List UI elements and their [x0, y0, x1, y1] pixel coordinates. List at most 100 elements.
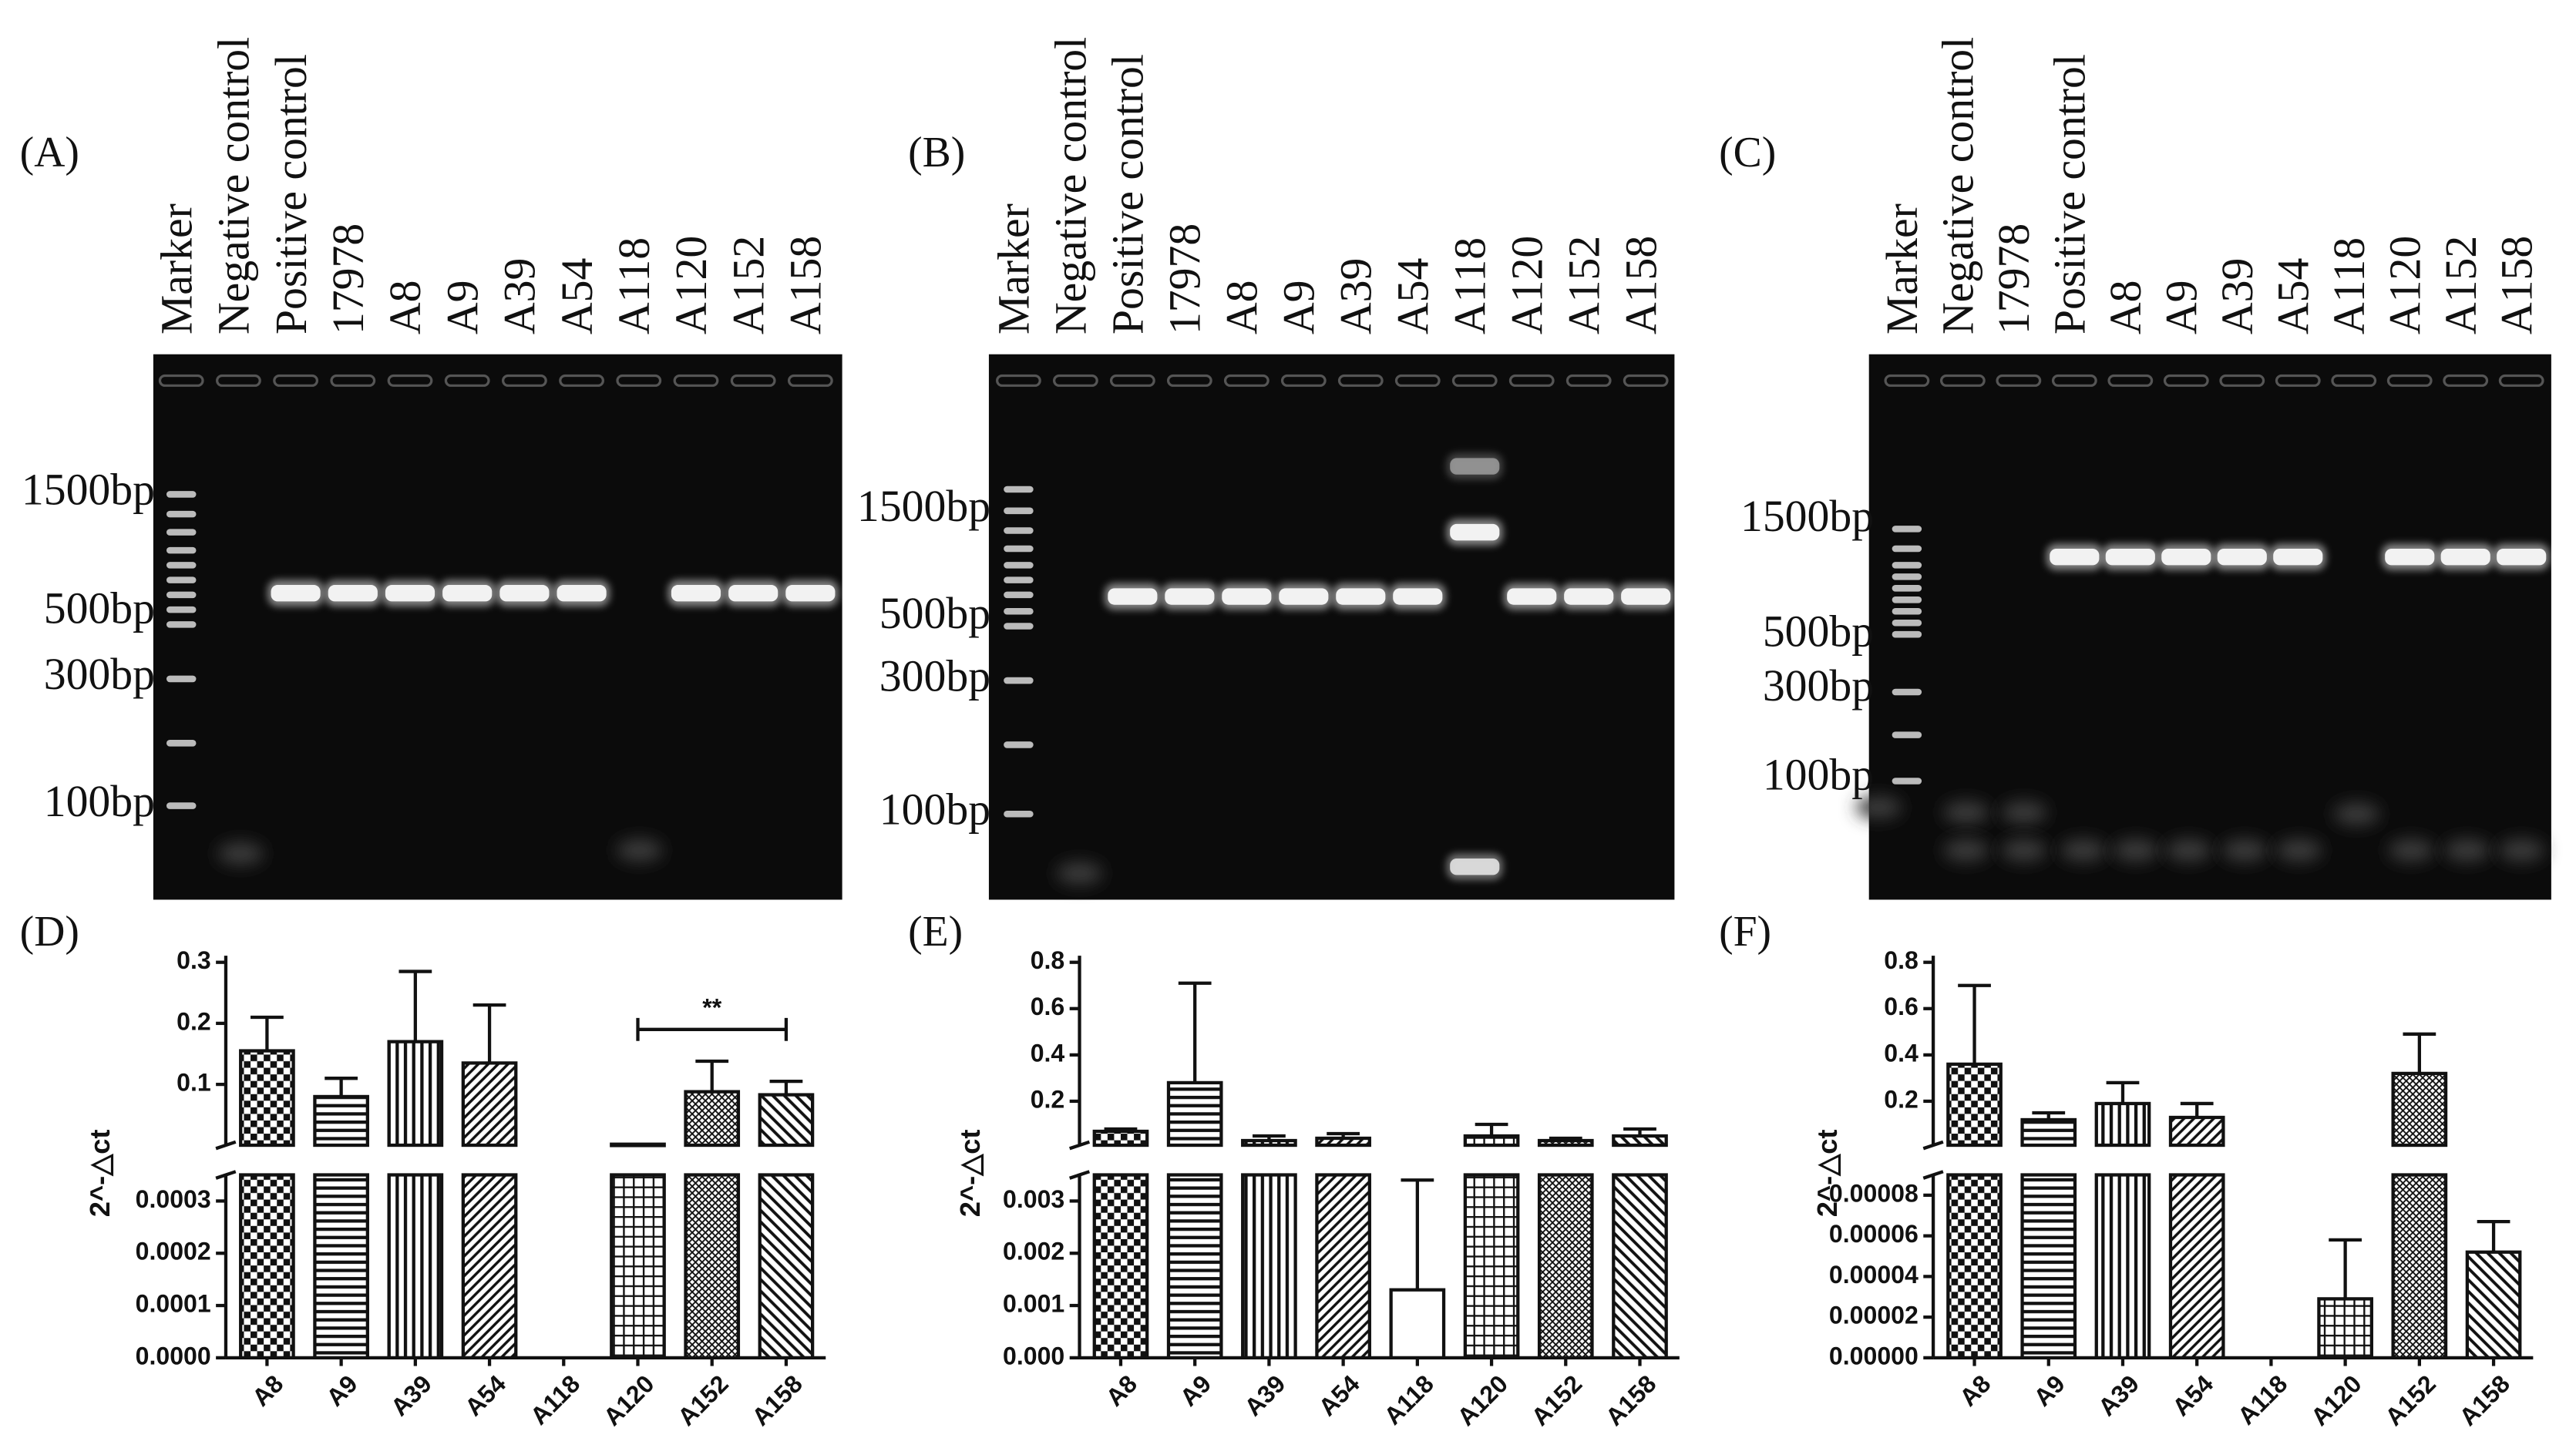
error-bar: [325, 1077, 358, 1097]
error-bar: [399, 969, 432, 1042]
lane-label: Marker: [990, 203, 1039, 334]
ladder-band: [166, 802, 197, 809]
y-tick-label: 0.0003: [136, 1185, 211, 1213]
x-tick-label: A118: [525, 1369, 585, 1430]
band: [2217, 549, 2267, 566]
y-tick-label: 0.00002: [1829, 1302, 1919, 1329]
lane-label: A54: [1390, 258, 1438, 334]
significance-label: **: [702, 994, 721, 1022]
band: [385, 585, 435, 602]
band: [1621, 588, 1671, 605]
bar: [1946, 1062, 2003, 1148]
faint-band: [2388, 838, 2435, 862]
lane-label: A39: [2214, 258, 2262, 334]
ladder-band: [166, 491, 197, 498]
ladder-band: [1004, 607, 1034, 615]
bar: [2391, 1071, 2448, 1148]
size-label: 500bp: [44, 585, 155, 633]
well: [1996, 374, 2042, 387]
x-tick-label: A54: [459, 1369, 511, 1421]
y-tick-label: 0.003: [1003, 1185, 1064, 1213]
lane-label: A54: [553, 258, 602, 334]
well: [2163, 374, 2209, 387]
lane-label: A158: [2493, 236, 2541, 334]
band: [1393, 588, 1443, 605]
y-axis-label: 2^-△ct: [954, 1129, 986, 1217]
band: [2105, 549, 2155, 566]
lane-label: Marker: [1878, 203, 1927, 334]
ladder-band: [1892, 731, 1922, 738]
panel-label: (C): [1719, 129, 1776, 176]
band: [1222, 588, 1272, 605]
well: [158, 374, 204, 387]
gel-image: [988, 354, 1675, 900]
error-bar: [695, 1059, 729, 1092]
y-tick-label: 0.0002: [136, 1238, 211, 1265]
bar: [461, 1173, 518, 1359]
bar: [1092, 1129, 1149, 1148]
ladder-band: [1004, 741, 1034, 748]
lane-label: A39: [496, 258, 545, 334]
faint-band: [2113, 838, 2160, 862]
well: [730, 374, 776, 387]
error-bar: [1178, 981, 1212, 1083]
well: [1223, 374, 1270, 387]
panel-label: (F): [1719, 908, 1771, 956]
faint-band: [2498, 838, 2545, 862]
bar: [387, 1040, 444, 1148]
faint-band: [2000, 838, 2047, 862]
axis-break: [215, 1170, 237, 1180]
band: [271, 585, 321, 602]
ladder-band: [1004, 576, 1034, 583]
faint-band: [2060, 838, 2107, 862]
faint-band: [1056, 862, 1103, 885]
bar: [758, 1093, 815, 1148]
ladder-band: [166, 675, 197, 683]
error-bar: [2032, 1111, 2066, 1120]
band: [1108, 588, 1158, 605]
ladder-band: [1892, 688, 1922, 696]
gel-image: [153, 354, 842, 900]
axis-break: [215, 1140, 237, 1151]
ladder-band: [1892, 619, 1922, 627]
ladder-band: [166, 562, 197, 569]
ladder-band: [1892, 585, 1922, 592]
well: [2107, 374, 2154, 387]
band: [499, 585, 550, 602]
error-bar: [2477, 1220, 2510, 1252]
error-bar: [2106, 1080, 2140, 1104]
y-tick-label: 0.00004: [1829, 1261, 1919, 1289]
ladder-band: [1892, 596, 1922, 603]
ladder-band: [1892, 630, 1922, 638]
lane-label: A118: [610, 237, 659, 334]
x-tick-label: A118: [1378, 1369, 1438, 1430]
error-bar: [1958, 983, 1991, 1064]
size-label: 300bp: [44, 650, 155, 699]
lane-label: A152: [2437, 236, 2486, 334]
y-tick-label: 0.00008: [1829, 1179, 1919, 1207]
lane-label: A8: [382, 281, 430, 335]
band: [1450, 523, 1500, 541]
well: [2443, 374, 2489, 387]
bar: [1612, 1134, 1668, 1148]
well: [2275, 374, 2321, 387]
error-bar: [1253, 1134, 1286, 1141]
well: [673, 374, 719, 387]
ladder-band: [1004, 545, 1034, 553]
well: [787, 374, 833, 387]
lane-label: A158: [1617, 236, 1666, 334]
bar: [2020, 1117, 2077, 1148]
y-tick-label: 0.1: [177, 1069, 211, 1097]
x-tick-label: A8: [1954, 1369, 1996, 1411]
bar: [313, 1094, 369, 1148]
well: [387, 374, 433, 387]
lane-label: A120: [1503, 236, 1552, 334]
ladder-band: [1004, 677, 1034, 684]
y-tick-label: 0.000: [1003, 1342, 1064, 1369]
lane-label: A118: [2325, 237, 2374, 334]
bar: [610, 1173, 666, 1359]
x-tick-label: A118: [2232, 1369, 2292, 1430]
bar: [2391, 1173, 2448, 1359]
bar: [1315, 1136, 1371, 1148]
